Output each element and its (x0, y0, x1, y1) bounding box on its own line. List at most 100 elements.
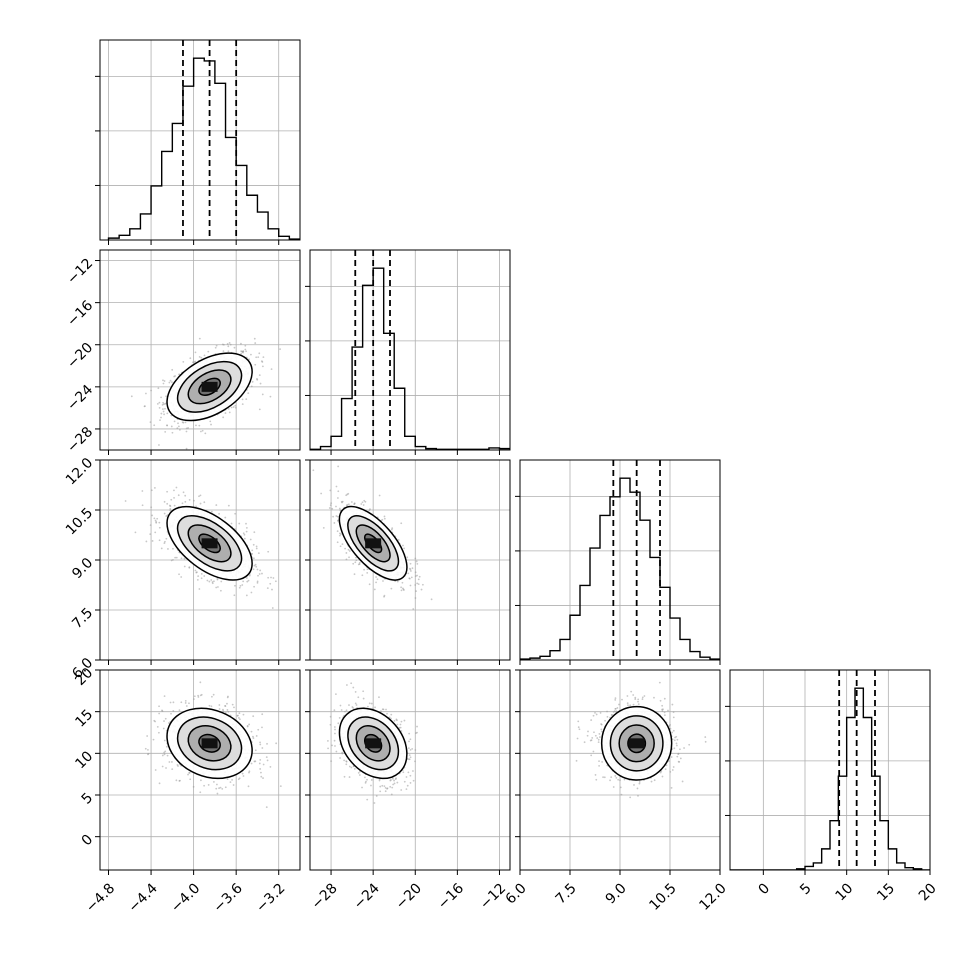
scatter-point (335, 485, 338, 488)
scatter-point (187, 426, 189, 429)
scatter-point (408, 577, 411, 580)
scatter-point (257, 356, 260, 359)
scatter-point (381, 518, 384, 521)
scatter-point (185, 447, 188, 450)
scatter-point (227, 695, 229, 698)
scatter-point (185, 430, 188, 433)
scatter-point (160, 547, 163, 550)
scatter-point (357, 563, 360, 566)
scatter-point (143, 405, 146, 408)
scatter-point (352, 707, 355, 709)
scatter-point (214, 346, 217, 349)
scatter-point (165, 515, 168, 517)
scatter-point (192, 499, 195, 502)
scatter-point (158, 539, 161, 542)
scatter-point (614, 708, 617, 710)
scatter-point (345, 763, 348, 766)
scatter-point (261, 572, 263, 575)
scatter-point (192, 698, 195, 700)
scatter-point (239, 584, 242, 587)
scatter-point (361, 574, 364, 577)
scatter-point (216, 792, 219, 795)
scatter-point (213, 580, 215, 583)
scatter-point (146, 735, 149, 737)
scatter-point (266, 759, 269, 762)
scatter-point (673, 739, 676, 742)
scatter-point (345, 709, 348, 712)
scatter-point (366, 798, 369, 801)
scatter-point (226, 778, 229, 781)
scatter-point (269, 582, 272, 585)
scatter-point (337, 490, 340, 493)
scatter-point (164, 430, 167, 433)
scatter-point (245, 350, 248, 353)
scatter-point (378, 779, 381, 782)
scatter-point (339, 545, 342, 548)
scatter-point (199, 681, 202, 684)
scatter-point (200, 577, 203, 580)
scatter-point (219, 589, 222, 592)
scatter-point (245, 522, 247, 525)
scatter-point (375, 795, 378, 797)
scatter-point (416, 725, 418, 728)
scatter-point (227, 345, 230, 348)
scatter-point (337, 465, 340, 468)
scatter-point (407, 747, 410, 750)
scatter-point (340, 709, 343, 711)
scatter-point (659, 771, 662, 774)
scatter-point (167, 722, 170, 724)
scatter-point (218, 708, 221, 710)
scatter-point (257, 574, 259, 577)
scatter-point (401, 587, 404, 590)
scatter-point (198, 424, 201, 427)
scatter-point (218, 787, 220, 790)
scatter-point (169, 701, 172, 704)
scatter-point (158, 782, 161, 785)
scatter-point (259, 741, 261, 744)
scatter-point (370, 702, 373, 705)
scatter-point (587, 730, 589, 733)
scatter-point (200, 430, 202, 433)
scatter-point (334, 745, 336, 747)
scatter-point (417, 578, 420, 581)
scatter-point (147, 753, 149, 756)
scatter-point (347, 548, 350, 551)
scatter-point (261, 747, 264, 749)
scatter-point (399, 723, 402, 726)
scatter-point (163, 542, 166, 545)
scatter-point (184, 494, 187, 497)
scatter-point (209, 420, 212, 423)
scatter-point (664, 768, 667, 771)
scatter-point (388, 716, 391, 719)
scatter-point (616, 707, 619, 709)
scatter-point (341, 500, 344, 503)
scatter-point (259, 743, 262, 746)
scatter-point (331, 507, 334, 510)
scatter-point (228, 411, 231, 414)
scatter-point (215, 787, 218, 790)
panel-1-0 (99, 249, 301, 451)
scatter-point (409, 562, 412, 565)
scatter-point (198, 588, 201, 590)
scatter-point (244, 348, 247, 351)
scatter-point (391, 786, 394, 789)
scatter-point (610, 776, 613, 779)
scatter-point (241, 398, 244, 401)
scatter-point (233, 346, 236, 349)
scatter-point (336, 530, 339, 533)
scatter-point (249, 538, 252, 541)
scatter-point (201, 429, 204, 432)
scatter-point (637, 700, 639, 703)
scatter-point (348, 556, 350, 559)
scatter-point (162, 410, 165, 413)
scatter-point (269, 765, 272, 768)
scatter-point (383, 517, 386, 520)
scatter-point (367, 705, 369, 708)
scatter-point (381, 784, 384, 787)
scatter-point (159, 419, 161, 422)
scatter-point (632, 703, 635, 706)
scatter-point (412, 608, 415, 610)
scatter-point (411, 567, 414, 570)
scatter-point (265, 756, 268, 759)
panel-border (309, 249, 511, 451)
